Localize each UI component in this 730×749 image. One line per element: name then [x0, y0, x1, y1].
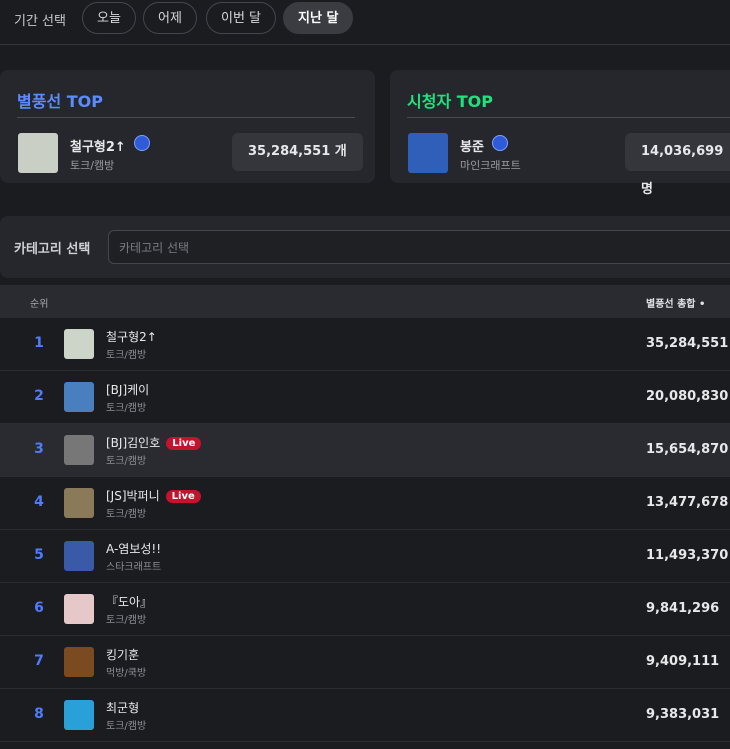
avatar — [64, 647, 94, 677]
filter-label: 기간 선택 — [14, 14, 66, 29]
avatar — [64, 541, 94, 571]
category-input[interactable]: 카테고리 선택 — [108, 230, 730, 264]
streamer-category: 먹방/쿡방 — [106, 668, 147, 679]
total: 15,654,870 — [646, 442, 729, 457]
name-text: 최군형 — [106, 701, 140, 715]
total: 20,080,830 — [646, 389, 729, 404]
rule — [407, 117, 730, 118]
verified-icon — [134, 135, 150, 151]
ranking-row[interactable]: 6 『도아』 토크/캠방 9,841,296 — [0, 583, 730, 636]
name-text: 철구형2↑ — [106, 330, 157, 344]
name-text: A-염보성!! — [106, 542, 162, 556]
streamer-category: 마인크래프트 — [460, 159, 521, 172]
total-value: 35,284,551 개 — [232, 133, 363, 171]
avatar — [408, 133, 448, 173]
streamer-name: 최군형 — [106, 699, 139, 716]
streamer-name: 킹기훈 — [106, 646, 139, 663]
name-text: 킹기훈 — [106, 648, 140, 662]
avatar — [64, 382, 94, 412]
name-text: [JS]박퍼니 — [106, 489, 160, 503]
streamer-category: 토크/캠방 — [106, 350, 147, 361]
total-value: 14,036,699 명 — [625, 133, 730, 197]
rank: 5 — [34, 547, 44, 563]
ranking-row[interactable]: 3 [BJ]김인호 Live 토크/캠방 15,654,870 — [0, 424, 730, 477]
avatar — [64, 488, 94, 518]
ranking-row[interactable]: 1 철구형2↑ 토크/캠방 35,284,551 — [0, 318, 730, 371]
rank: 3 — [34, 441, 44, 457]
streamer-category: 토크/캠방 — [106, 615, 147, 626]
live-badge: Live — [165, 490, 201, 503]
card-title: 별풍선 TOP — [17, 92, 103, 111]
avatar — [64, 435, 94, 465]
streamer-name: 『도아』 — [106, 593, 152, 610]
rank: 4 — [34, 494, 44, 510]
divider — [0, 44, 730, 45]
table-header: 순위 별풍선 총합 • — [0, 285, 730, 318]
period-button[interactable]: 지난 달 — [283, 2, 354, 34]
category-bar: 카테고리 선택 카테고리 선택 — [0, 216, 730, 278]
total: 11,493,370 — [646, 548, 729, 563]
rank: 1 — [34, 335, 44, 351]
total: 9,841,296 — [646, 601, 720, 616]
avatar — [64, 700, 94, 730]
rank: 7 — [34, 653, 44, 669]
period-button[interactable]: 이번 달 — [206, 2, 277, 34]
streamer-category: 토크/캠방 — [70, 159, 115, 172]
streamer-name: 철구형2↑ — [70, 140, 126, 155]
ranking-row[interactable]: 5 A-염보성!! 스타크래프트 11,493,370 — [0, 530, 730, 583]
streamer-category: 토크/캠방 — [106, 509, 147, 520]
card-title: 시청자 TOP — [407, 92, 493, 111]
total: 13,477,678 — [646, 495, 729, 510]
column-title: 별풍선 총합 — [646, 299, 696, 310]
placeholder: 카테고리 선택 — [119, 241, 190, 255]
avatar — [64, 329, 94, 359]
period-button[interactable]: 어제 — [143, 2, 197, 34]
rank: 2 — [34, 388, 44, 404]
streamer-name: [BJ]김인호 Live — [106, 434, 202, 451]
streamer-category: 토크/캠방 — [106, 721, 147, 732]
streamer-name: A-염보성!! — [106, 540, 161, 557]
streamer-name: 철구형2↑ — [106, 328, 157, 345]
verified-icon — [492, 135, 508, 151]
streamer-category: 스타크래프트 — [106, 562, 162, 573]
streamer-name: 봉준 — [460, 140, 484, 155]
rule — [17, 117, 355, 118]
rank: 8 — [34, 706, 44, 722]
total: 9,383,031 — [646, 707, 720, 722]
ranking-row[interactable]: 4 [JS]박퍼니 Live 토크/캠방 13,477,678 — [0, 477, 730, 530]
column-header: 순위 — [30, 299, 49, 310]
streamer-name: [BJ]케이 — [106, 381, 149, 398]
avatar — [64, 594, 94, 624]
streamer-category: 토크/캠방 — [106, 403, 147, 414]
live-badge: Live — [166, 437, 202, 450]
total: 9,409,111 — [646, 654, 720, 669]
avatar — [18, 133, 58, 173]
name-text: [BJ]케이 — [106, 383, 150, 397]
name-text: 『도아』 — [106, 595, 153, 609]
category-label: 카테고리 선택 — [14, 242, 91, 257]
column-header[interactable]: 별풍선 총합 • — [646, 299, 706, 310]
top-card: 별풍선 TOP 철구형2↑ 토크/캠방 35,284,551 개 — [0, 70, 375, 183]
streamer-category: 토크/캠방 — [106, 456, 147, 467]
name-text: [BJ]김인호 — [106, 436, 161, 450]
period-button[interactable]: 오늘 — [82, 2, 136, 34]
total: 35,284,551 — [646, 336, 729, 351]
rank: 6 — [34, 600, 44, 616]
streamer-name: [JS]박퍼니 Live — [106, 487, 201, 504]
